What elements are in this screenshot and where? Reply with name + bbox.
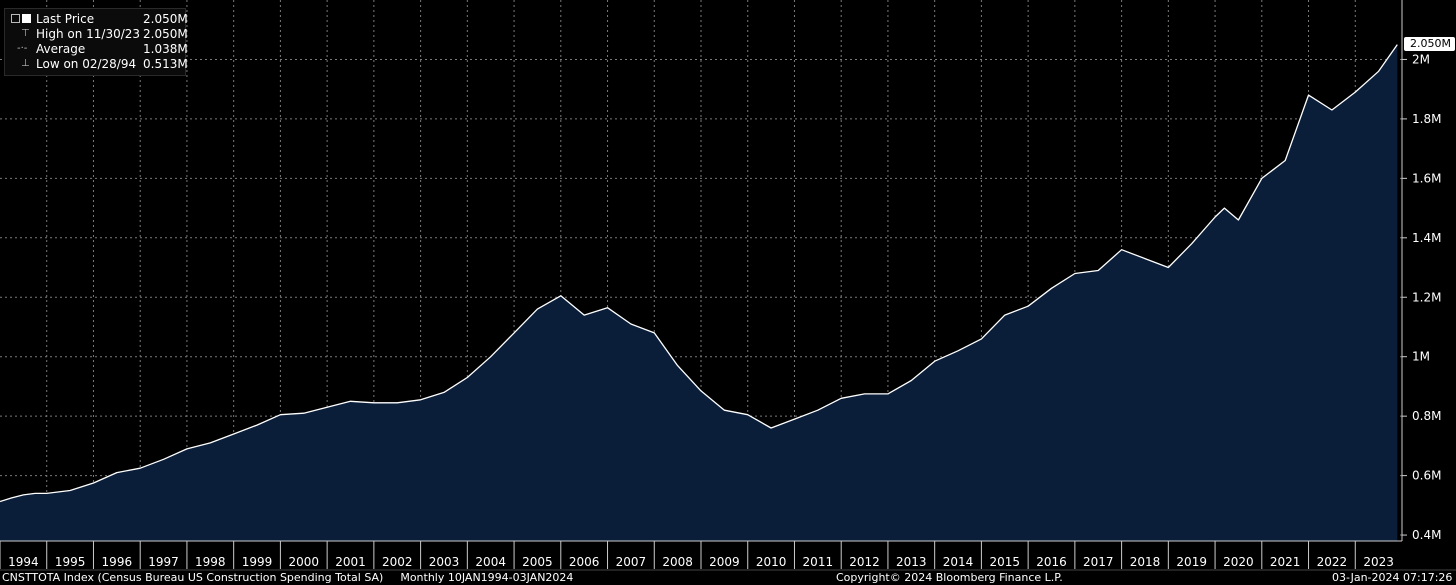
x-tick-label: 2008: [662, 555, 693, 569]
last-price-swatch: [22, 14, 31, 23]
x-tick-label: 2002: [382, 555, 413, 569]
collapse-icon[interactable]: [11, 14, 20, 23]
y-tick-label: 1.2M: [1412, 290, 1441, 304]
x-tick-label: 1997: [148, 555, 179, 569]
x-tick-label: 2006: [569, 555, 600, 569]
x-tick-label: 2009: [709, 555, 740, 569]
y-tick-labels: 0.4M 0.6M 0.8M 1M 1.2M 1.4M 1.6M 1.8M 2M: [1412, 52, 1441, 542]
price-line: [0, 44, 1398, 503]
footer-index-name: CNSTTOTA Index (Census Bureau US Constru…: [2, 571, 384, 584]
x-tick-label: 2018: [1130, 555, 1161, 569]
x-tick-label: 2019: [1176, 555, 1207, 569]
x-tick-label: 1995: [55, 555, 86, 569]
x-tick-label: 2022: [1317, 555, 1348, 569]
x-tick-label: 2003: [429, 555, 460, 569]
x-tick-labels: 1994 1995 1996 1997 1998 1999 2000 2001 2002 2003…: [8, 555, 1394, 569]
x-tick-label: 1999: [242, 555, 273, 569]
x-tick-label: 2014: [943, 555, 974, 569]
x-tick-label: 2016: [1036, 555, 1067, 569]
y-tick-label: 1M: [1412, 350, 1430, 364]
low-marker-icon: ⊥: [21, 58, 30, 69]
x-tick-label: 2007: [616, 555, 647, 569]
y-tick-label: 0.6M: [1412, 469, 1441, 483]
legend-value: 2.050M: [143, 12, 188, 26]
y-tick-label: 1.4M: [1412, 231, 1441, 245]
x-tick-label: 2001: [335, 555, 366, 569]
x-tick-label: 2004: [475, 555, 506, 569]
x-tick-label: 2000: [288, 555, 319, 569]
x-tick-label: 2012: [849, 555, 880, 569]
x-tick-label: 2017: [1083, 555, 1114, 569]
x-tick-label: 2021: [1270, 555, 1301, 569]
legend-value: 0.513M: [143, 57, 188, 71]
area-fill: [0, 44, 1398, 541]
y-tick-label: 1.6M: [1412, 171, 1441, 185]
y-tick-label: 0.8M: [1412, 409, 1441, 423]
legend-value: 2.050M: [143, 27, 188, 41]
x-tick-label: 2010: [756, 555, 787, 569]
y-tick-label: 2M: [1412, 52, 1430, 66]
x-tick-label: 2023: [1363, 555, 1394, 569]
legend-label: Low on 02/28/94: [36, 57, 137, 71]
x-tick-label: 2015: [989, 555, 1020, 569]
legend-label: Average: [36, 42, 86, 56]
legend-label: High on 11/30/23: [36, 27, 141, 41]
data-area: [0, 44, 1398, 541]
footer-index-description: CNSTTOTA Index (Census Bureau US Constru…: [2, 571, 573, 585]
x-tick-label: 1994: [8, 555, 39, 569]
y-tick-label: 1.8M: [1412, 112, 1441, 126]
legend: Last Price 2.050M ⊤ High on 11/30/23 2.0…: [4, 8, 188, 76]
x-tick-label: 1998: [195, 555, 226, 569]
legend-label: Last Price: [36, 12, 95, 26]
legend-value: 1.038M: [143, 42, 188, 56]
axes: [0, 0, 1456, 571]
x-tick-label: 1996: [102, 555, 133, 569]
high-marker-icon: ⊤: [21, 28, 30, 39]
footer-date-range: Monthly 10JAN1994-03JAN2024: [400, 571, 574, 584]
last-price-tag: 2.050M: [1404, 37, 1455, 51]
average-line-icon: -·-: [17, 43, 28, 54]
footer-copyright: Copyright© 2024 Bloomberg Finance L.P.: [836, 571, 1063, 584]
y-tick-label: 0.4M: [1412, 528, 1441, 542]
x-tick-label: 2005: [522, 555, 553, 569]
x-tick-label: 2020: [1223, 555, 1254, 569]
x-tick-label: 2011: [803, 555, 834, 569]
footer-timestamp: 03-Jan-2024 07:17:26: [1332, 571, 1453, 584]
x-tick-label: 2013: [896, 555, 927, 569]
